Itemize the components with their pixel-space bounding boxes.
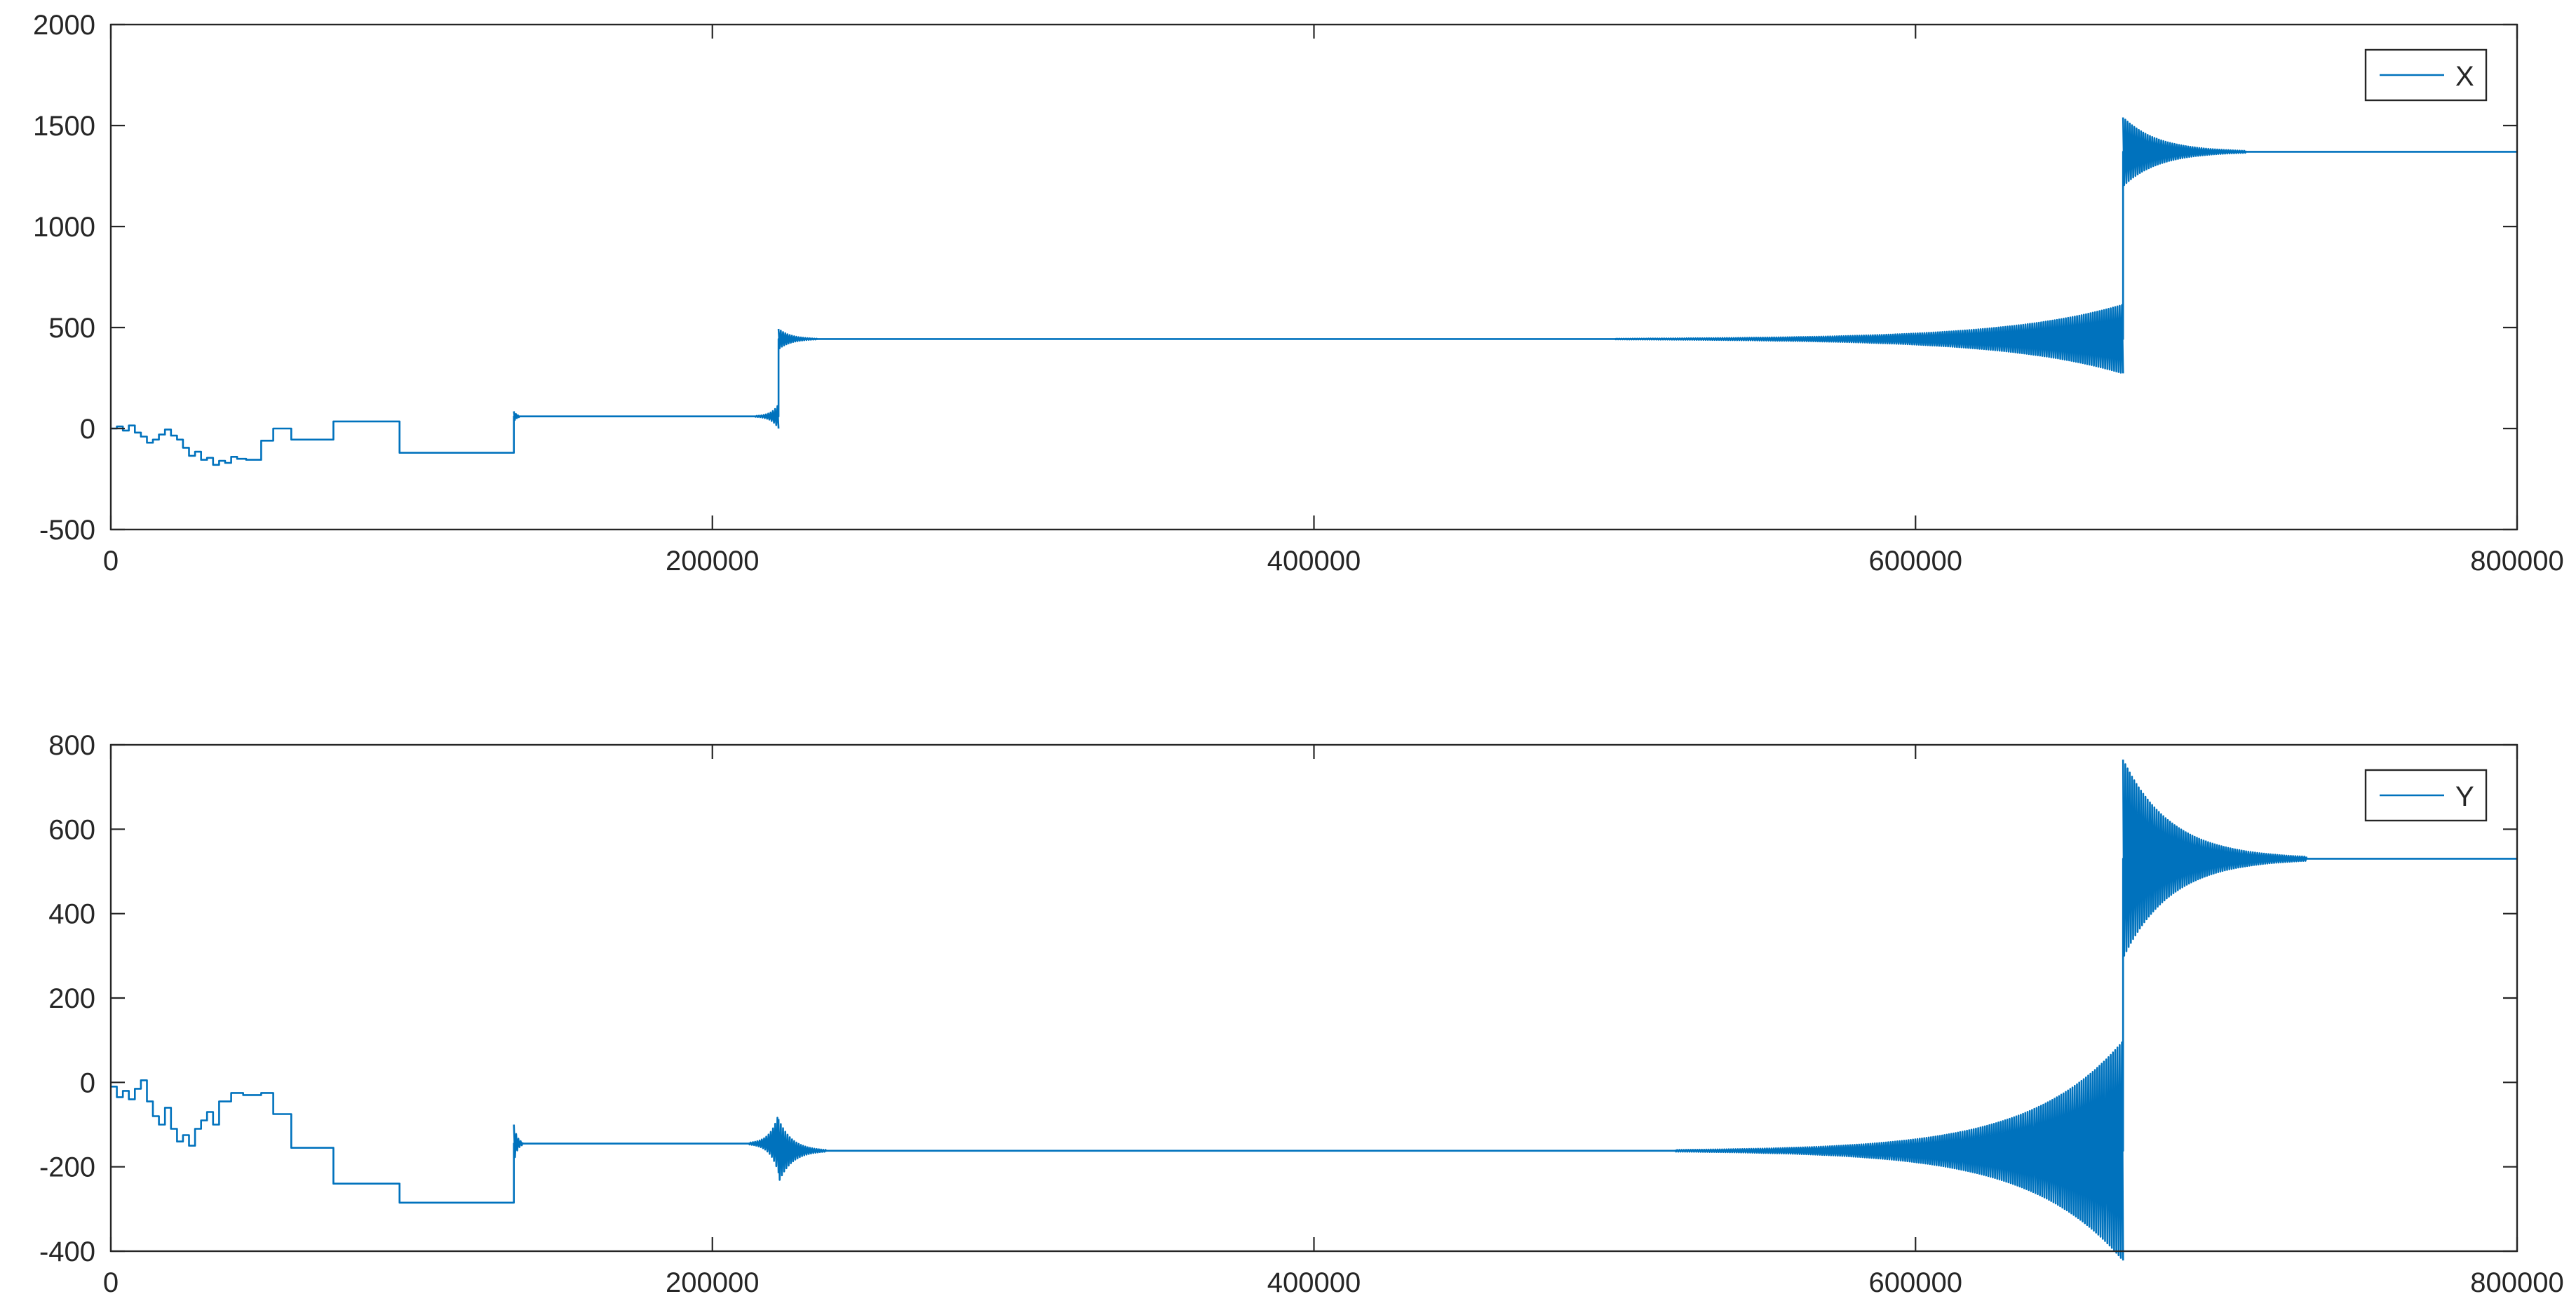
legend: X [2364,48,2488,102]
series-line-x [111,117,2517,466]
y-tick-label: 0 [80,1067,95,1098]
y-tick-label: 2000 [33,10,95,41]
y-tick-label: -500 [39,515,95,546]
y-tick-label: 500 [48,313,95,344]
x-tick-label: 600000 [1869,546,1962,577]
x-tick-label: 0 [103,546,119,577]
chart-y-panel: 0 200000 400000 600000 800000 -400 -200 0 200 40… [39,730,2564,1298]
y-tick-label: 1500 [33,111,95,142]
y-tick-label: 600 [48,814,95,845]
x-tick-label: 600000 [1869,1267,1962,1298]
x-axis: 0 200000 400000 600000 800000 [103,745,2564,1298]
legend-label-x: X [2455,61,2474,92]
x-tick-label: 800000 [2470,1267,2563,1298]
chart-x-panel: 0 200000 400000 600000 800000 -500 0 500 1000 15… [33,10,2564,577]
series-line-y [111,760,2517,1261]
y-tick-label: 400 [48,899,95,930]
x-axis: 0 200000 400000 600000 800000 [103,25,2564,577]
x-tick-label: 200000 [666,1267,759,1298]
x-tick-label: 200000 [666,546,759,577]
y-tick-label: -200 [39,1152,95,1183]
x-tick-label: 400000 [1267,1267,1361,1298]
y-tick-label: 800 [48,730,95,761]
x-tick-label: 400000 [1267,546,1361,577]
x-tick-label: 800000 [2470,546,2563,577]
y-axis: -400 -200 0 200 400 600 800 [39,730,2517,1267]
legend-label-y: Y [2455,781,2474,812]
x-tick-label: 0 [103,1267,119,1298]
y-tick-label: 200 [48,983,95,1014]
y-tick-label: 0 [80,414,95,445]
y-axis: -500 0 500 1000 1500 2000 [33,10,2517,546]
y-tick-label: 1000 [33,212,95,243]
y-tick-label: -400 [39,1236,95,1267]
legend: Y [2364,769,2488,822]
